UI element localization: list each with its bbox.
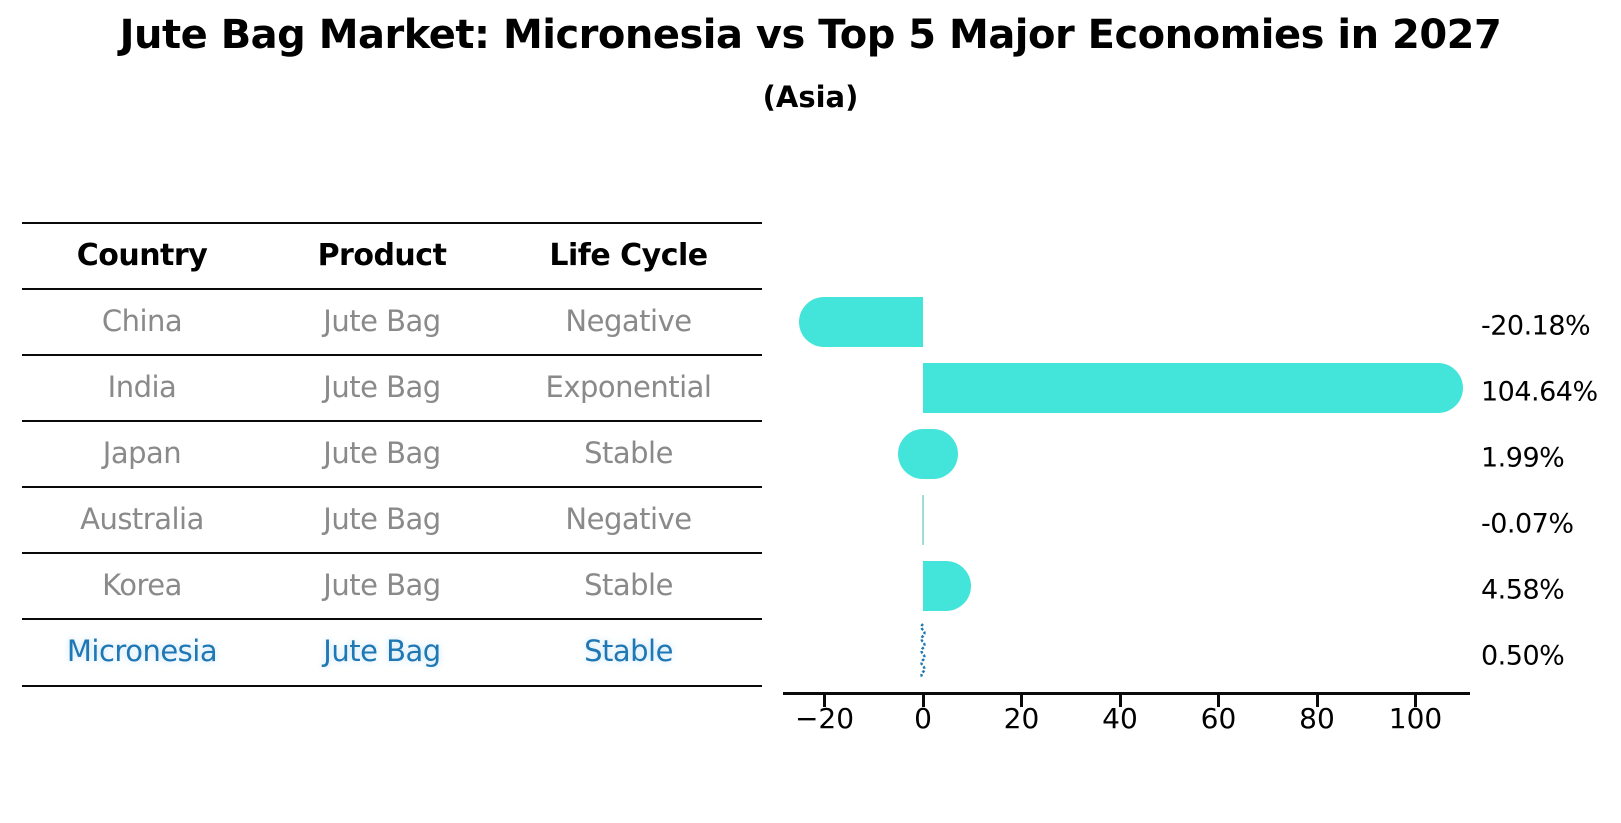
table-rule (22, 288, 762, 290)
table-rule (22, 618, 762, 620)
table-rule (22, 552, 762, 554)
bar-value-label: 104.64% (1481, 376, 1598, 408)
x-axis-line (783, 692, 1470, 695)
cell-product: Jute Bag (323, 304, 441, 338)
cell-country: Micronesia (66, 634, 218, 668)
cell-country: China (101, 304, 183, 338)
cell-country: India (107, 370, 177, 404)
cell-product: Jute Bag (323, 568, 441, 602)
cell-life-cycle: Negative (565, 304, 692, 338)
x-tick-label: 60 (1200, 702, 1237, 735)
chart-title: Jute Bag Market: Micronesia vs Top 5 Maj… (119, 12, 1502, 58)
x-tick-label: 100 (1388, 702, 1443, 735)
table-header-life-cycle: Life Cycle (549, 237, 708, 273)
bar-korea (923, 561, 971, 611)
chart-subtitle: (Asia) (762, 80, 859, 114)
cell-product: Jute Bag (323, 370, 441, 404)
cell-product: Jute Bag (323, 436, 441, 470)
table-row-india: India Jute Bag Exponential (22, 354, 755, 420)
table-row-micronesia: Micronesia Jute Bag Stable (22, 618, 755, 684)
cell-country: Japan (102, 436, 182, 470)
table-header-row: Country Product Life Cycle (22, 222, 755, 288)
x-tick (1217, 693, 1220, 707)
x-tick (1315, 693, 1319, 707)
bar-value-label: 1.99% (1481, 442, 1565, 474)
cell-life-cycle: Negative (565, 502, 692, 536)
cell-life-cycle: Exponential (545, 370, 713, 404)
table-rule (22, 685, 762, 687)
bar-value-label: -0.07% (1481, 508, 1574, 540)
table-row-japan: Japan Jute Bag Stable (22, 420, 755, 486)
table-rule (22, 486, 762, 488)
bar-value-label: -20.18% (1481, 310, 1591, 342)
x-tick (823, 693, 826, 707)
x-tick (1020, 693, 1023, 707)
bar-value-label: 4.58% (1481, 574, 1565, 606)
x-tick-label: 20 (1003, 702, 1040, 735)
cell-country: Korea (102, 568, 182, 602)
cell-product: Jute Bag (323, 634, 441, 668)
x-tick-label: 40 (1102, 702, 1138, 735)
bar-india (923, 363, 1464, 413)
x-tick-label: 80 (1299, 702, 1335, 735)
table-row-korea: Korea Jute Bag Stable (22, 552, 755, 618)
table-header-product: Product (317, 237, 447, 273)
bar-china (798, 297, 923, 347)
x-tick-label: 0 (914, 702, 932, 735)
cell-life-cycle: Stable (584, 436, 673, 470)
table-rule (22, 222, 762, 224)
table-row-australia: Australia Jute Bag Negative (22, 486, 755, 552)
x-tick (1414, 693, 1417, 707)
bar-micronesia (920, 623, 926, 679)
cell-life-cycle: Stable (584, 568, 673, 602)
x-tick (1118, 693, 1122, 707)
x-tick-label: −20 (794, 702, 855, 735)
table-header-country: Country (76, 237, 208, 273)
cell-country: Australia (80, 502, 204, 536)
table-rule (22, 420, 762, 422)
table-row-china: China Jute Bag Negative (22, 288, 755, 354)
bar-australia (922, 495, 924, 545)
cell-product: Jute Bag (323, 502, 441, 536)
table-rule (22, 354, 762, 356)
bar-japan (898, 429, 958, 479)
bar-value-label: 0.50% (1481, 640, 1565, 672)
cell-life-cycle: Stable (584, 634, 673, 668)
x-tick (921, 693, 925, 707)
